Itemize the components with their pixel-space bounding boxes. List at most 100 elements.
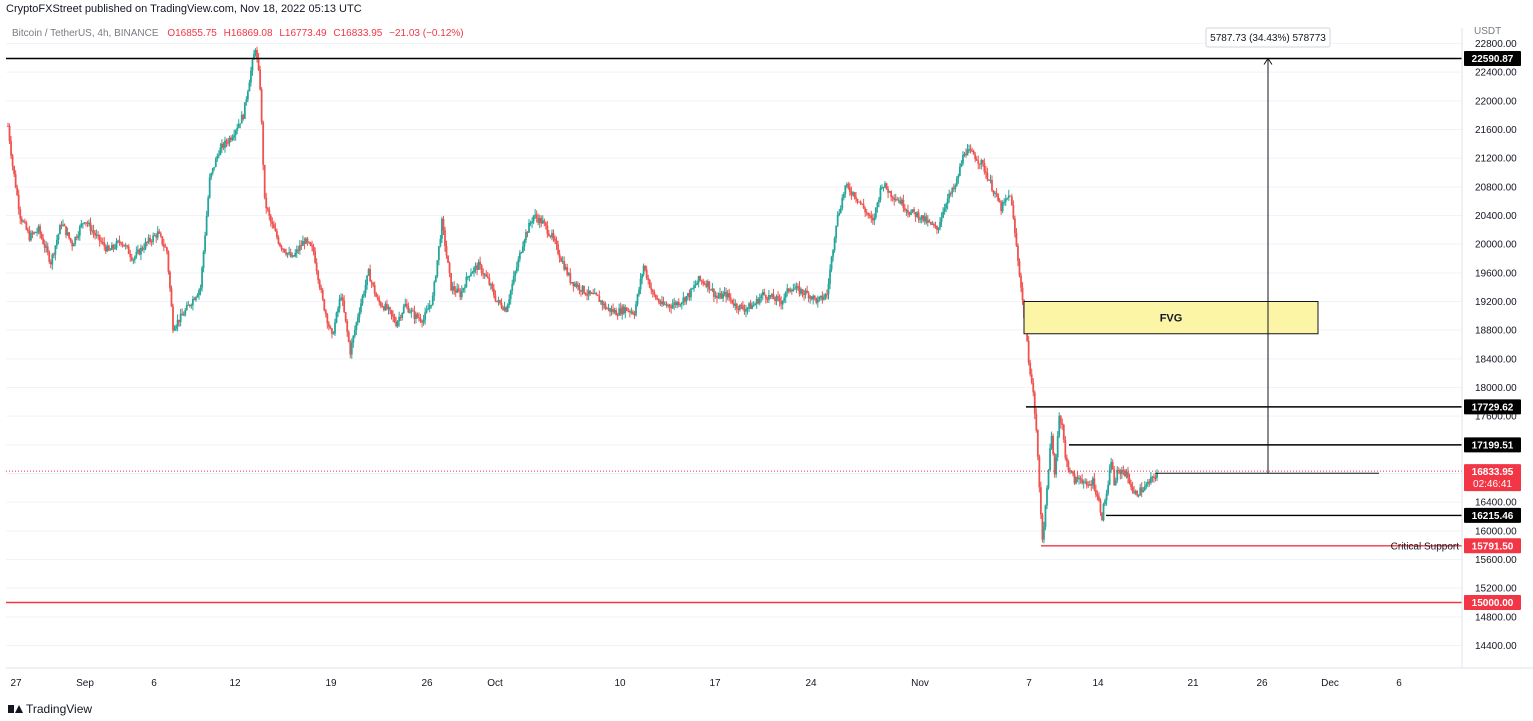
candle-body (294, 252, 297, 257)
candle-body (150, 241, 153, 243)
candle-body (523, 240, 526, 247)
candle-body (986, 172, 989, 180)
candle-body (1149, 477, 1152, 484)
candle-body (141, 247, 144, 250)
candle-body (532, 215, 535, 222)
candle-body (1039, 487, 1042, 515)
candle-body (283, 249, 286, 253)
candle-body (697, 276, 700, 283)
candle-body (288, 252, 291, 254)
candle-body (685, 296, 688, 302)
candle-body (751, 305, 753, 309)
candle-body (758, 298, 761, 304)
candle-body (873, 217, 876, 221)
candle-body (784, 292, 787, 298)
candle-body (599, 300, 602, 302)
candle-body (266, 208, 269, 210)
candle-body (554, 238, 556, 241)
candle-body (598, 295, 601, 302)
candle-body (1062, 424, 1065, 440)
candle-body (596, 294, 599, 296)
candle-body (392, 314, 394, 317)
candle-body (621, 306, 624, 315)
candle-body (971, 150, 974, 152)
candle-body (991, 179, 993, 191)
candle-body (916, 212, 919, 217)
candle-body (729, 297, 732, 300)
candle-body (505, 307, 508, 312)
x-tick-label: 26 (421, 678, 433, 689)
y-tick-label: 22000.00 (1475, 96, 1517, 107)
candle-body (923, 216, 926, 221)
candle-body (178, 319, 181, 323)
candle-body (405, 303, 408, 306)
candle-body (132, 259, 135, 261)
candle-body (262, 122, 265, 165)
candle-body (945, 204, 948, 209)
candle-body (63, 224, 66, 227)
candle-body (946, 198, 949, 205)
candle-body (654, 294, 657, 299)
y-tick-label: 22800.00 (1475, 39, 1517, 50)
measure-box (1205, 27, 1331, 48)
candle-body (896, 199, 899, 201)
candle-body (243, 102, 246, 119)
last-price-label: 16833.95 (1472, 467, 1514, 478)
candle-body (740, 304, 743, 306)
candle-body (1052, 435, 1055, 454)
candle-body (10, 141, 12, 156)
candle-body (382, 307, 385, 311)
candle-body (268, 209, 271, 216)
candle-body (109, 249, 112, 251)
candle-body (789, 289, 792, 292)
candle-body (1049, 448, 1051, 471)
candle-body (514, 271, 517, 277)
candle-body (806, 290, 809, 293)
candle-body (454, 290, 457, 293)
candle-body (166, 247, 168, 252)
candle-body (349, 341, 352, 355)
candle-body (500, 303, 503, 308)
candle-body (1044, 505, 1047, 528)
candle-body (769, 295, 772, 297)
candle-body (677, 301, 680, 306)
candle-body (356, 317, 359, 323)
candle-body (958, 166, 961, 176)
candle-body (115, 241, 118, 249)
candle-body (962, 155, 964, 164)
x-tick-label: 24 (805, 678, 817, 689)
candle-body (112, 245, 115, 249)
candle-body (60, 225, 63, 227)
candle-body (152, 235, 155, 242)
candle-body (520, 252, 523, 254)
candle-body (668, 304, 671, 307)
candle-body (613, 310, 616, 313)
candle-body (691, 288, 694, 290)
candle-body (963, 153, 966, 156)
candle-body (272, 224, 275, 229)
candle-body (7, 125, 9, 127)
candle-body (1122, 470, 1125, 472)
candle-body (34, 232, 37, 234)
candle-body (577, 284, 579, 287)
candle-body (798, 286, 801, 294)
candle-body (399, 316, 402, 318)
candle-body (1142, 490, 1145, 493)
candle-body (373, 285, 376, 294)
y-tick-label: 17600.00 (1475, 412, 1517, 423)
candle-body (848, 187, 851, 193)
candle-body (199, 287, 202, 291)
candle-body (225, 140, 228, 143)
footer[interactable]: TradingView (8, 702, 92, 716)
candle-body (1151, 476, 1154, 478)
candle-body (250, 70, 252, 83)
candle-body (907, 210, 909, 213)
candle-body (78, 226, 81, 236)
candle-body (312, 246, 315, 252)
candle-body (188, 304, 191, 306)
ohlc-close: C16833.95 (333, 28, 382, 39)
level-price-label: 15791.50 (1472, 541, 1514, 552)
candle-body (352, 335, 355, 343)
candle-body (757, 298, 760, 304)
